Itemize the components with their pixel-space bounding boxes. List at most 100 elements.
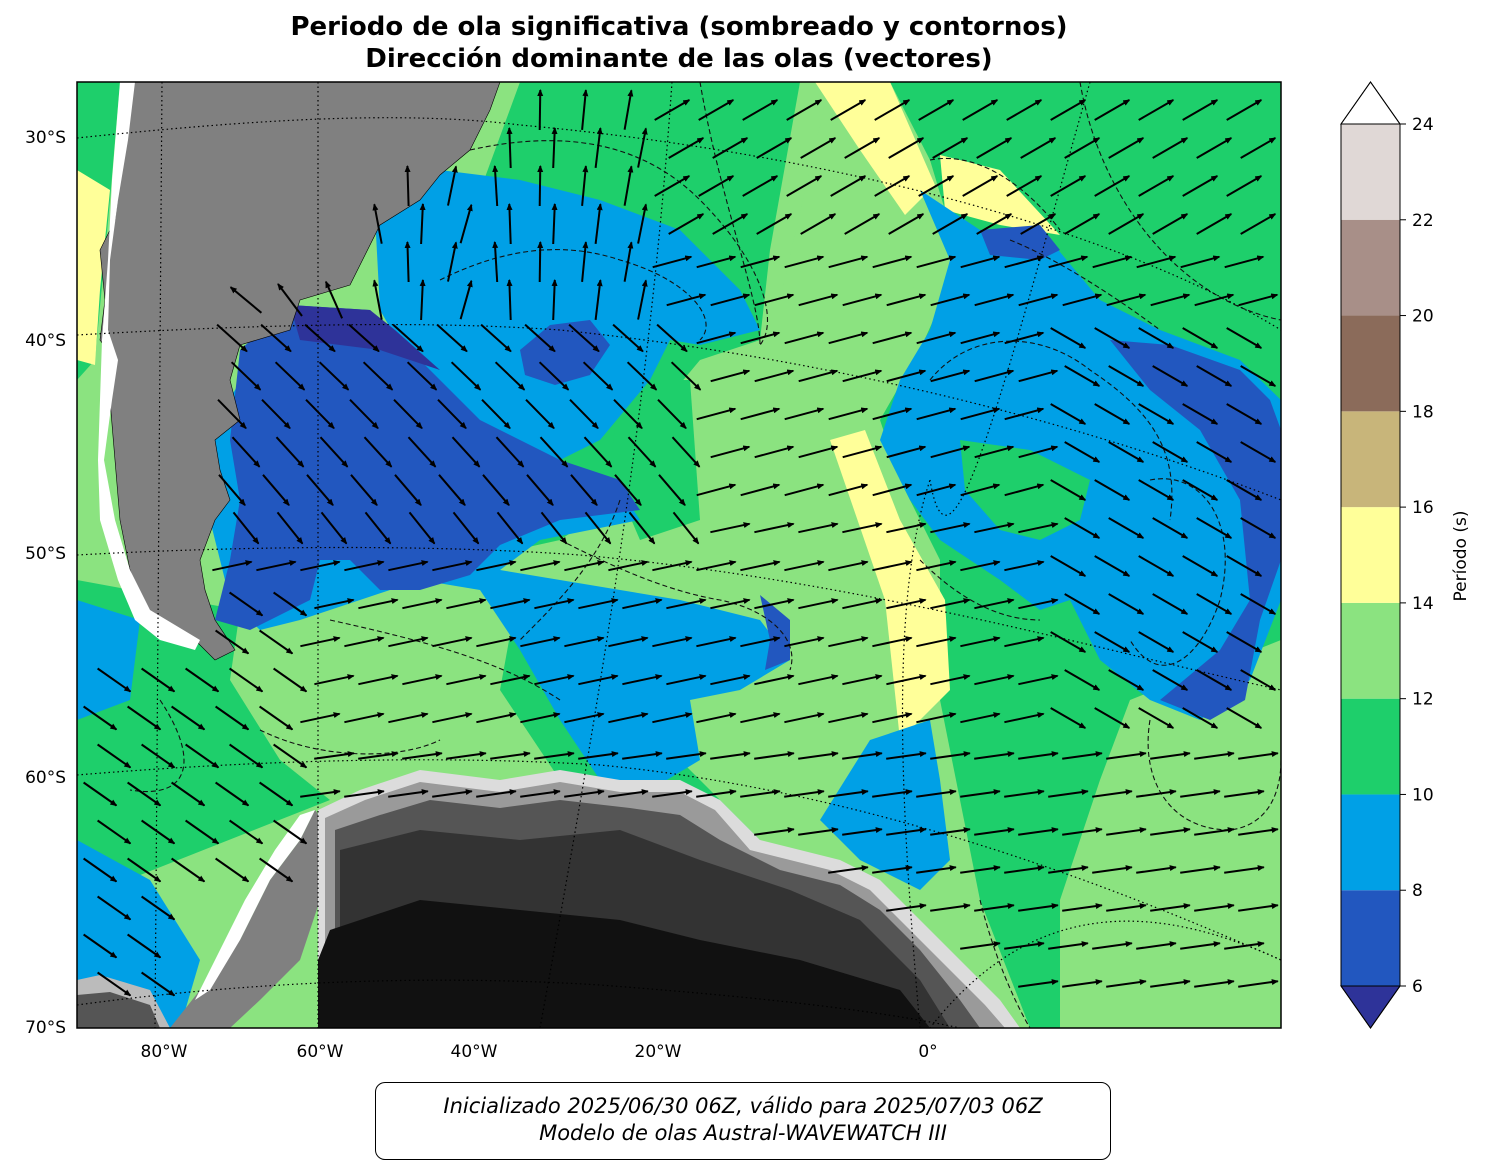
wave-direction-arrow [432, 712, 473, 724]
latitude-labels: 30°S 40°S 50°S 60°S 70°S [25, 128, 66, 1038]
wave-direction-arrow [1094, 327, 1131, 349]
wave-direction-arrow [1196, 441, 1233, 463]
lon-label-80W: 80°W [141, 1042, 188, 1062]
wave-direction-arrow [1050, 555, 1087, 577]
antarctic-peninsula-fringe [195, 810, 315, 1000]
wave-direction-arrow [185, 743, 220, 769]
wave-direction-arrow [363, 436, 393, 468]
wave-direction-arrow [1108, 669, 1145, 691]
wave-direction-arrow [1152, 593, 1189, 615]
wave-direction-arrow [1048, 789, 1089, 798]
wave-direction-arrow [1020, 213, 1057, 235]
wave-direction-arrow [754, 293, 795, 307]
wave-direction-arrow [918, 175, 955, 197]
wave-direction-arrow [1182, 327, 1219, 349]
wave-direction-arrow [127, 857, 162, 883]
wave-direction-arrow [696, 483, 737, 497]
wave-direction-arrow [171, 857, 206, 883]
wave-direction-arrow [300, 712, 341, 724]
wave-direction-arrow [304, 323, 336, 353]
wave-direction-arrow [372, 279, 383, 320]
wave-direction-arrow [1226, 631, 1263, 653]
wave-direction-arrow [886, 751, 927, 760]
wave-direction-arrow [394, 474, 422, 506]
wave-direction-arrow [260, 323, 292, 353]
wave-direction-arrow [230, 361, 262, 391]
wave-direction-arrow [1150, 751, 1191, 760]
wave-direction-arrow [974, 522, 1015, 534]
wave-direction-arrow [273, 819, 308, 845]
wave-direction-arrow [259, 705, 294, 731]
lat-label-60S: 60°S [25, 768, 66, 788]
colorbar-tick-label-12: 12 [1412, 690, 1434, 710]
wave-direction-arrow [888, 137, 925, 159]
wave-direction-arrow [828, 712, 869, 724]
wave-direction-arrow [1050, 479, 1087, 501]
wave-direction-arrow [828, 331, 869, 345]
wave-direction-arrow [358, 751, 399, 760]
wave-direction-arrow [916, 560, 957, 572]
wave-direction-arrow [1018, 598, 1059, 610]
wave-direction-arrow [450, 361, 482, 391]
colorbar-segment-8-10 [1341, 794, 1400, 891]
wave-direction-arrow [229, 743, 264, 769]
wave-direction-arrow [476, 789, 517, 798]
wave-direction-arrow [974, 369, 1015, 383]
wave-direction-arrow [740, 789, 781, 798]
wave-direction-arrow [537, 89, 544, 131]
wave-direction-arrow [784, 407, 825, 421]
wave-direction-arrow [613, 399, 643, 430]
wave-direction-arrow [668, 213, 705, 235]
wave-direction-arrow [930, 445, 971, 459]
wave-direction-arrow [623, 165, 634, 206]
wave-direction-arrow [1152, 669, 1189, 691]
colorbar-tick-label-10: 10 [1412, 785, 1434, 805]
wave-direction-arrow [740, 407, 781, 421]
wave-direction-arrow [800, 137, 837, 159]
wave-direction-arrow [1196, 365, 1233, 387]
wave-direction-arrow [740, 331, 781, 345]
wave-direction-arrow [1062, 979, 1103, 988]
wave-direction-vectors [83, 89, 1279, 997]
wave-direction-arrow [447, 165, 458, 206]
wave-direction-arrow [874, 99, 911, 121]
wave-direction-arrow [696, 407, 737, 421]
wave-direction-arrow [526, 474, 554, 506]
wave-direction-arrow [1062, 827, 1103, 836]
wave-direction-arrow [712, 137, 749, 159]
wave-direction-arrow [1224, 255, 1265, 269]
wave-direction-arrow [564, 636, 605, 648]
wave-direction-arrow [1182, 99, 1219, 121]
lon-label-60W: 60°W [297, 1042, 344, 1062]
wave-direction-arrow [229, 819, 264, 845]
wave-direction-arrow [344, 636, 385, 648]
wave-direction-arrow [256, 560, 297, 572]
wave-direction-arrow [83, 857, 118, 883]
wave-direction-arrow [1180, 789, 1221, 798]
colorbar-tick-label-22: 22 [1412, 211, 1434, 231]
colorbar-tick-label-6: 6 [1412, 977, 1423, 997]
wave-direction-arrow [1240, 213, 1277, 235]
wave-direction-arrow [1240, 517, 1277, 539]
wave-direction-arrow [476, 560, 517, 572]
wave-direction-arrow [932, 137, 969, 159]
wave-direction-arrow [916, 331, 957, 345]
wave-direction-arrow [540, 511, 568, 545]
wave-direction-arrow [358, 674, 399, 686]
wave-direction-arrow [583, 436, 613, 468]
wave-direction-arrow [407, 436, 437, 468]
wave-direction-arrow [710, 369, 751, 383]
wave-direction-arrow [261, 399, 291, 430]
wave-direction-arrow [83, 781, 118, 807]
wave-direction-arrow [314, 598, 355, 610]
period-6-8-region [215, 305, 640, 630]
wave-direction-arrow [564, 712, 605, 724]
colorbar-segment-14-16 [1341, 507, 1400, 603]
wave-direction-arrow [97, 819, 132, 845]
wave-direction-arrow [710, 445, 751, 459]
wave-direction-arrow [506, 203, 513, 245]
wave-direction-arrow [393, 399, 423, 430]
wave-direction-arrow [1196, 669, 1233, 691]
wave-direction-arrow [656, 323, 688, 353]
wave-direction-arrow [1152, 213, 1189, 235]
